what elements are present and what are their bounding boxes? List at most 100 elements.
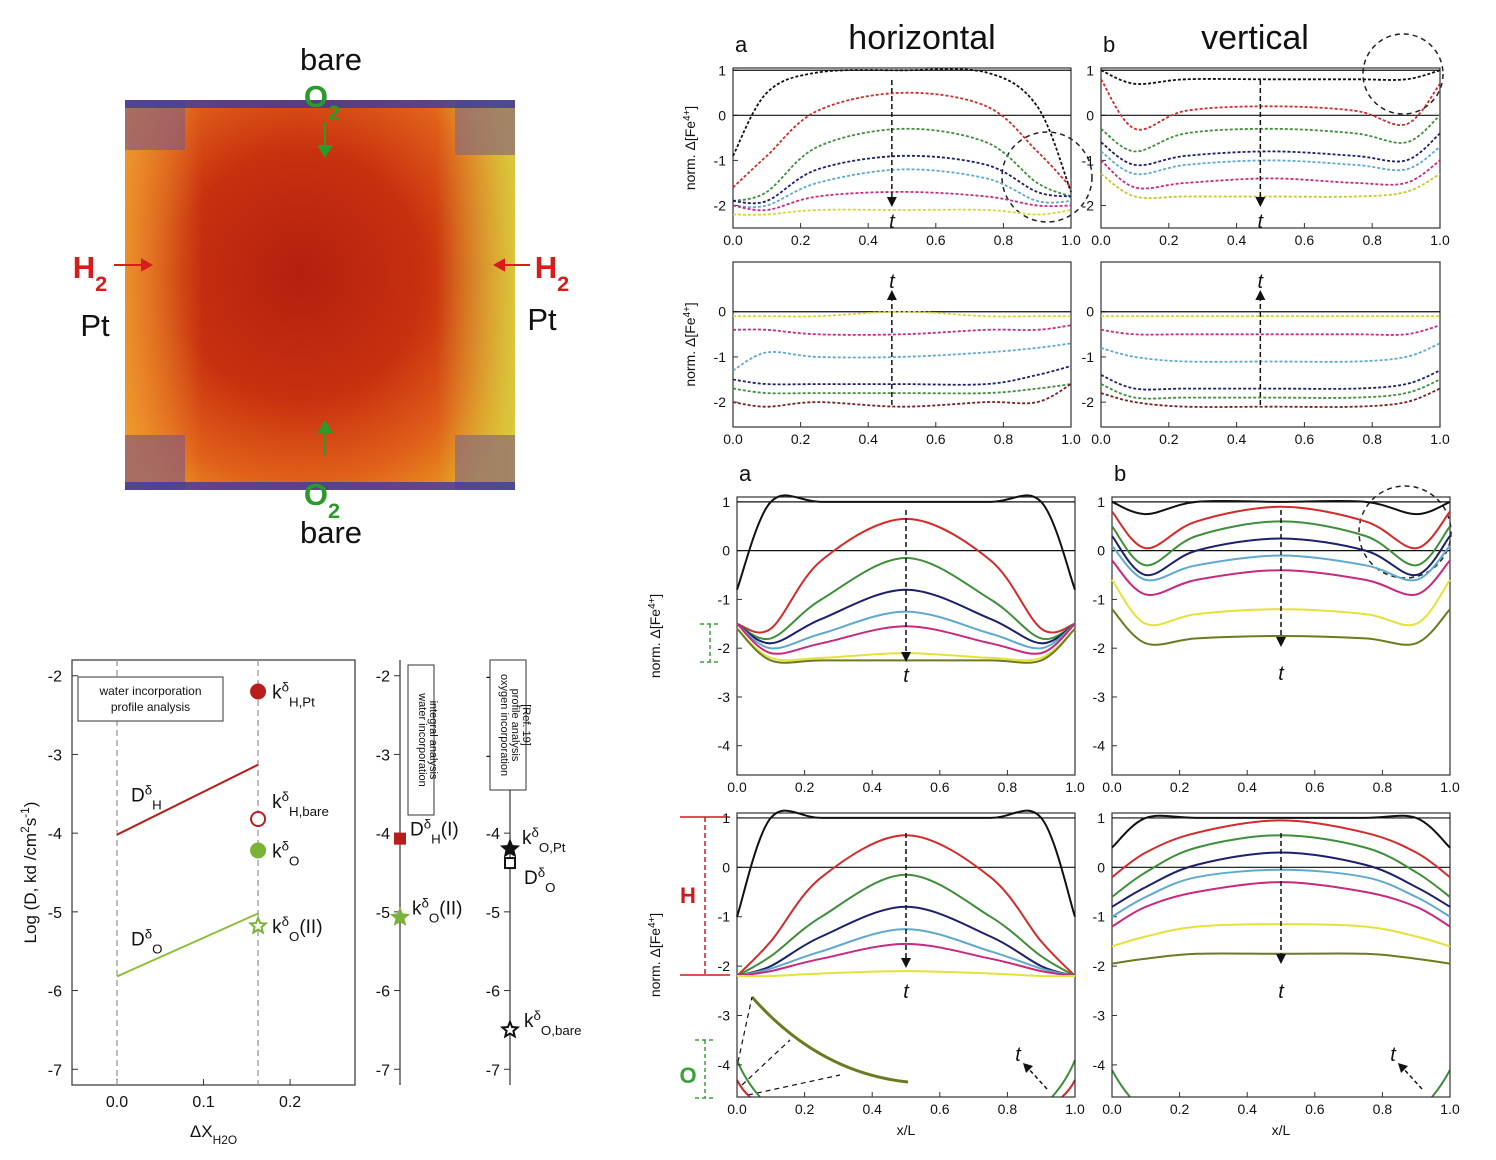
series-line: [736, 970, 1076, 978]
text-part: ]: [682, 106, 698, 110]
text-part: 2: [557, 271, 569, 296]
method-box: [77, 676, 224, 722]
text-part: k: [272, 841, 282, 862]
x-tick-label: 0.0: [723, 232, 743, 248]
point-label: kδO: [272, 838, 299, 868]
text-part: -1: [18, 807, 32, 818]
text-part: ): [21, 802, 40, 808]
text-part: H: [73, 250, 95, 285]
text-part: k: [272, 917, 282, 938]
edge-band: [125, 100, 515, 108]
text-part: norm. Δ[Fe: [647, 928, 663, 997]
y-tick-label: -7: [486, 1062, 500, 1079]
text-part: (II): [299, 917, 322, 938]
y-tick-label: -4: [1093, 1057, 1106, 1073]
text-part: δ: [538, 865, 545, 880]
point: [389, 906, 411, 926]
series-line: [1100, 378, 1441, 400]
text-part: 4+: [647, 916, 658, 927]
inset-zoom: [736, 996, 1451, 1098]
arrow-label: t: [1390, 1044, 1397, 1066]
series-line: [732, 208, 1072, 216]
point-label: DδO: [131, 926, 162, 956]
time-arrow: [1026, 1066, 1048, 1090]
text-part: k: [272, 682, 282, 703]
series-line: [1100, 146, 1441, 176]
y-tick-label: -5: [48, 905, 62, 922]
x-tick-label: 0.4: [1227, 431, 1247, 447]
panel-letter: a: [739, 461, 752, 486]
arrows: [317, 122, 333, 456]
y-tick-label: -2: [714, 394, 727, 410]
y-tick-label: -1: [714, 152, 727, 168]
text-part: D: [131, 929, 145, 950]
series-line: [732, 365, 1072, 386]
photo-label: bare: [300, 42, 362, 77]
y-tick-label: -2: [718, 958, 731, 974]
photo-label: Pt: [80, 308, 110, 343]
text-part: δ: [145, 926, 152, 941]
y-tick-label: -6: [486, 984, 500, 1001]
y-tick-label: 1: [722, 494, 730, 510]
y-tick-label: -3: [718, 1008, 731, 1024]
text-part: D: [524, 868, 538, 889]
x-tick-label: 0.8: [994, 431, 1014, 447]
annotation: H: [680, 883, 696, 908]
arrows: [114, 258, 530, 272]
x-axis-label: x/L: [897, 1122, 916, 1138]
photo: [114, 100, 530, 490]
series-line: [1111, 923, 1451, 948]
x-tick-label: 1.0: [1061, 431, 1081, 447]
arrow-head: [1255, 197, 1266, 207]
photo-label: O2: [304, 79, 340, 125]
series-line: [732, 190, 1072, 212]
series-line: [732, 91, 1072, 189]
x-tick-label: 0.4: [1227, 232, 1247, 248]
y-tick-label: -4: [1093, 738, 1106, 754]
arrow-label: t: [889, 211, 896, 233]
arrow-head: [1276, 954, 1286, 964]
heat-map-edge: [125, 100, 515, 490]
y-tick-label: 0: [718, 107, 726, 123]
x-tick-label: 0.4: [862, 1101, 882, 1117]
point-label: DδH(I): [410, 816, 459, 846]
y-tick-label: -1: [1082, 349, 1095, 365]
series-line: [1100, 78, 1441, 131]
text-part: k: [412, 898, 422, 919]
text-part: δ: [282, 788, 289, 803]
x-tick-label: 1.0: [1440, 1101, 1460, 1117]
method-text: water incorporation: [416, 692, 428, 787]
x-tick-label: 1.0: [1065, 779, 1085, 795]
x-tick-label: 0.1: [192, 1094, 214, 1111]
series-line: [1111, 499, 1451, 516]
x-tick-label: 1.0: [1430, 232, 1450, 248]
y-tick-label: -5: [376, 905, 390, 922]
series-line: [1100, 173, 1441, 200]
arrow-label: t: [1258, 271, 1265, 293]
x-axis-label: x/L: [1272, 1122, 1291, 1138]
series-line: [732, 168, 1072, 209]
y-axis-label: norm. Δ[Fe4+]: [682, 302, 699, 386]
x-tick-label: 0.6: [930, 779, 950, 795]
column-header: vertical: [1201, 19, 1309, 57]
point-label: kδO,Pt: [522, 824, 566, 854]
text-part: O: [289, 853, 299, 868]
text-part: 4+: [682, 306, 693, 317]
x-tick-label: 0.4: [858, 431, 878, 447]
point: [248, 915, 269, 935]
y-tick-label: -1: [1082, 152, 1095, 168]
side-brackets: H O: [679, 623, 730, 1099]
plot-frame: [736, 496, 1076, 776]
x-tick-label: 0.6: [1295, 431, 1315, 447]
photo-label: H2: [73, 250, 107, 296]
text-part: H,bare: [289, 803, 329, 818]
x-tick-label: 0.6: [1295, 232, 1315, 248]
arrow-head: [1398, 1063, 1408, 1073]
x-tick-label: 0.2: [795, 779, 815, 795]
arrow-label: t: [889, 271, 896, 293]
point-label: kδH,Pt: [272, 679, 315, 709]
point: [250, 842, 267, 859]
y-tick-label: -2: [714, 197, 727, 213]
series-line: [736, 494, 1076, 591]
